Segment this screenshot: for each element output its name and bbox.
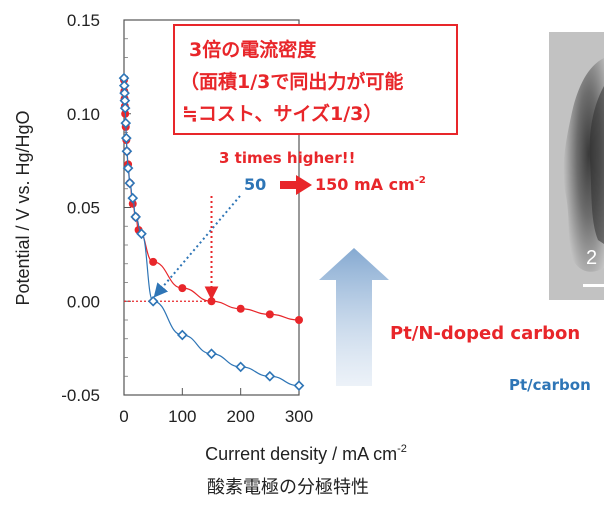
y-tick-label: 0.00 (67, 292, 100, 311)
series-layer (118, 72, 305, 391)
series-0-point (295, 316, 303, 324)
annotation-line-3: ≒コスト、サイズ1/3） (182, 102, 382, 125)
series-0-point (178, 284, 187, 293)
series-1-point (119, 102, 131, 114)
annotation-line-2: （面積1/3で同出力が可能 (180, 70, 403, 93)
y-axis-title: Potential / V vs. Hg/HgO (13, 110, 33, 305)
series-0-point (149, 257, 158, 266)
series-1-point (177, 329, 188, 341)
series-1-point (130, 211, 141, 223)
x-axis-title: Current density / mA cm-2 (205, 443, 407, 464)
series-1-point (147, 295, 159, 307)
x-tick-label: 200 (226, 407, 254, 426)
series-0-point (265, 310, 274, 319)
three-times-higher-label: 3 times higher!! (219, 149, 355, 167)
series-1-point (235, 361, 246, 373)
series-1-point (124, 177, 136, 189)
from-value-label: 50 (244, 175, 266, 194)
series-label-pt-carbon: Pt/carbon (509, 376, 591, 394)
improvement-arrow (319, 248, 389, 386)
annotation-line-1: 3倍の電流密度 (189, 38, 317, 61)
series-0-point (128, 199, 137, 208)
series-1-point (120, 117, 132, 129)
x-tick-label: 0 (119, 407, 128, 426)
series-1-point (127, 192, 139, 204)
from-value-callout-arrow (153, 195, 241, 298)
series-1-point (122, 162, 134, 174)
inset-scale-label: 2 (586, 247, 597, 269)
series-label-pt-n-doped-carbon: Pt/N-doped carbon (390, 323, 580, 344)
series-1-point (264, 370, 276, 382)
series-1-point (121, 132, 132, 144)
figure-caption: 酸素電極の分極特性 (207, 477, 369, 498)
tem-inset-image: 2 (549, 32, 604, 300)
red-block-arrow (280, 175, 312, 195)
to-value-label: 150 mA cm-2 (315, 175, 426, 194)
series-1-point (206, 348, 217, 360)
series-1-point (293, 380, 305, 391)
annotation-box (173, 24, 458, 135)
y-tick-label: -0.05 (61, 386, 100, 405)
series-0-point (207, 297, 216, 306)
y-tick-label: 0.10 (67, 105, 100, 124)
x-tick-label: 100 (168, 407, 196, 426)
x-tick-label: 300 (285, 407, 313, 426)
series-1-point (136, 228, 147, 240)
series-0-point (236, 304, 245, 313)
y-tick-label: 0.15 (67, 11, 100, 30)
series-1-point (121, 145, 133, 157)
y-tick-label: 0.05 (67, 199, 100, 218)
